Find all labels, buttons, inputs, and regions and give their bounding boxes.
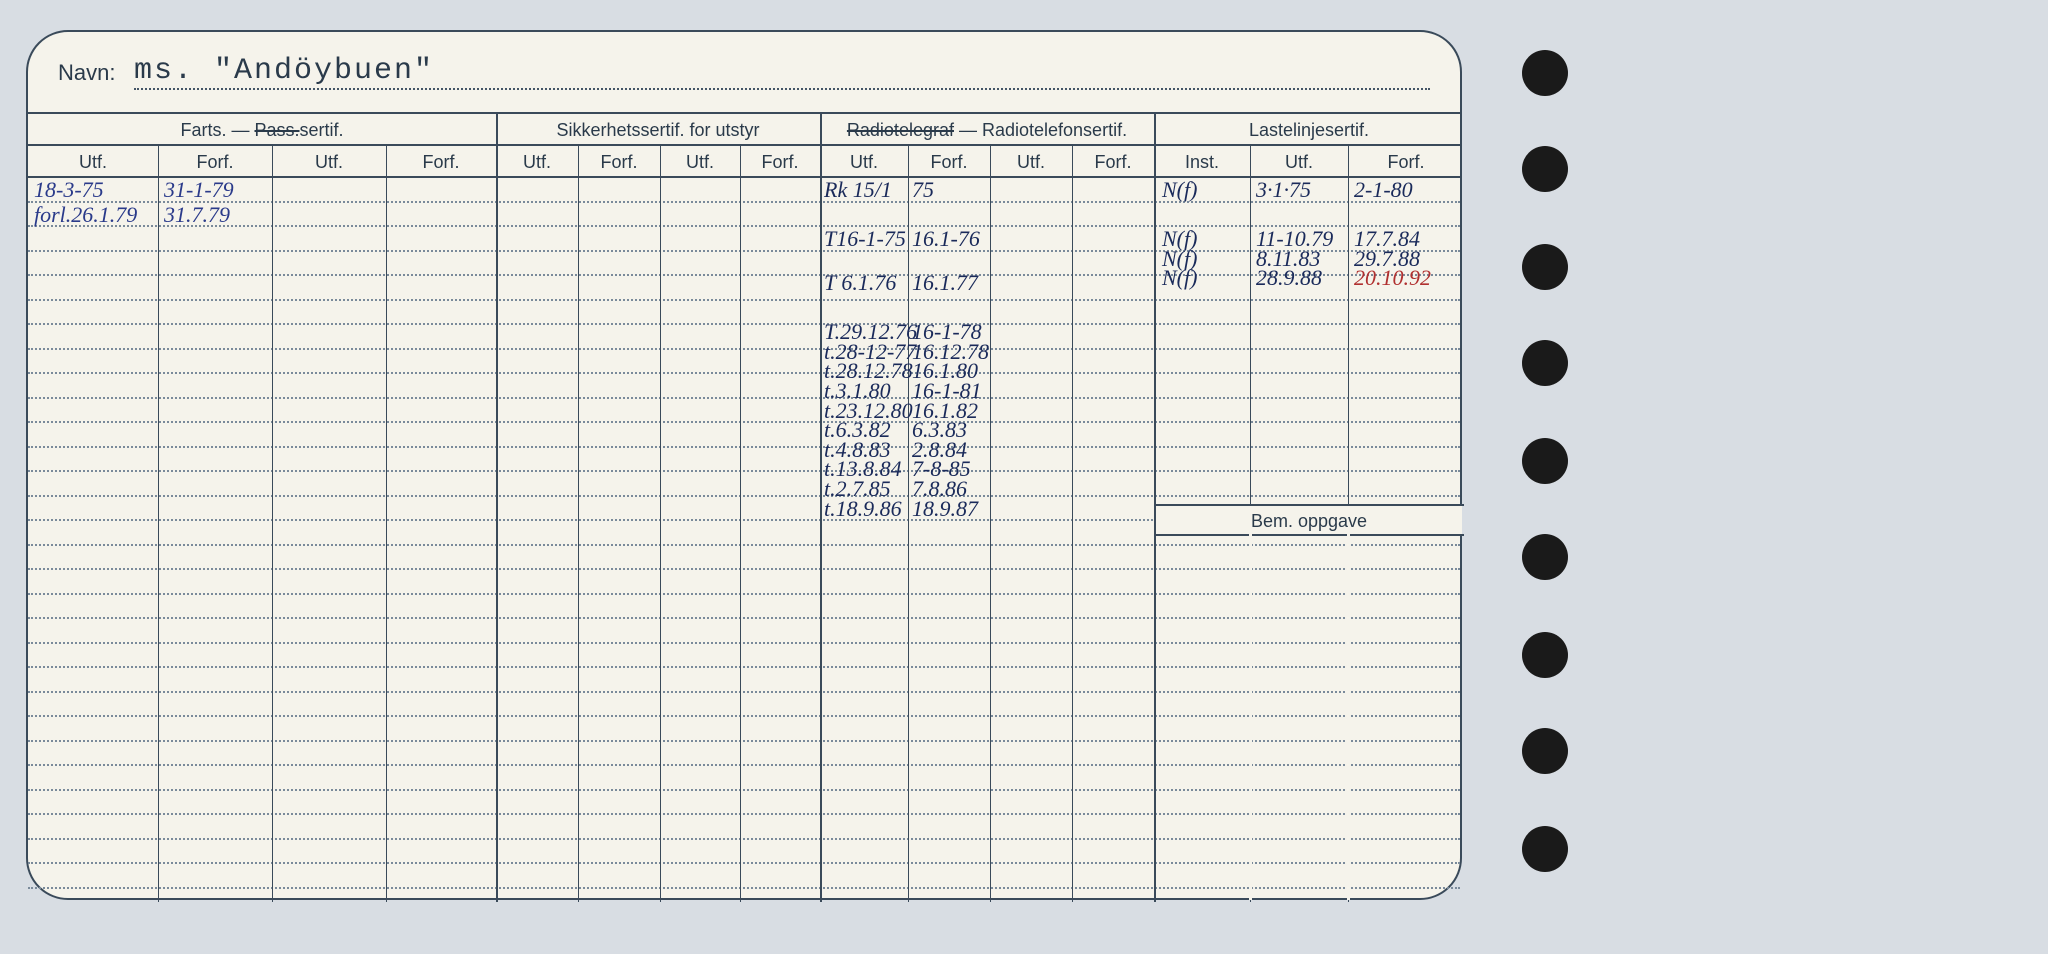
sub-header-8: Utf. — [820, 146, 908, 178]
binder-hole — [1522, 50, 1568, 96]
dotted-row — [28, 593, 1460, 595]
dotted-row — [28, 862, 1460, 864]
laste-utf: 3·1·75 — [1256, 177, 1311, 203]
binder-hole — [1522, 534, 1568, 580]
vline — [578, 144, 579, 902]
vline-mask — [1249, 506, 1252, 900]
vline — [272, 144, 273, 902]
dotted-row — [28, 250, 1460, 252]
sub-header-4: Utf. — [496, 146, 578, 178]
dotted-row — [28, 691, 1460, 693]
farts-forf: 31.7.79 — [164, 202, 230, 228]
laste-utf: 28.9.88 — [1256, 265, 1322, 291]
name-row: Navn: ms. "Andöybuen" — [58, 54, 1430, 98]
sub-header-12: Inst. — [1154, 146, 1250, 178]
dotted-row — [28, 495, 1460, 497]
dotted-row — [28, 201, 1460, 203]
dotted-row — [28, 838, 1460, 840]
dotted-row — [28, 299, 1460, 301]
dotted-row — [28, 568, 1460, 570]
binder-hole — [1522, 728, 1568, 774]
farts-utf: forl.26.1.79 — [34, 202, 137, 228]
dotted-row — [28, 421, 1460, 423]
dotted-row — [28, 764, 1460, 766]
laste-forf: 2-1-80 — [1354, 177, 1413, 203]
binder-hole — [1522, 146, 1568, 192]
dotted-row — [28, 397, 1460, 399]
laste-inst: N(f) — [1162, 177, 1197, 203]
farts-forf: 31-1-79 — [164, 177, 234, 203]
dotted-row — [28, 666, 1460, 668]
sub-header-7: Forf. — [740, 146, 820, 178]
binder-hole — [1522, 340, 1568, 386]
sub-header-11: Forf. — [1072, 146, 1154, 178]
dotted-row — [28, 348, 1460, 350]
bem-header: Bem. oppgave — [1154, 507, 1464, 535]
sub-header-3: Forf. — [386, 146, 496, 178]
sub-header-2: Utf. — [272, 146, 386, 178]
dotted-row — [28, 446, 1460, 448]
laste-inst: N(f) — [1162, 265, 1197, 291]
radio-header: Radiotelegraf — Radiotelefonsertif. — [820, 114, 1154, 146]
vline — [660, 144, 661, 902]
dotted-row — [28, 715, 1460, 717]
vline — [496, 112, 498, 902]
radio-forf: 16.1-76 — [912, 226, 980, 252]
binder-hole — [1522, 438, 1568, 484]
dotted-row — [28, 740, 1460, 742]
dotted-row — [28, 225, 1460, 227]
vline — [820, 112, 822, 902]
dotted-row — [28, 372, 1460, 374]
sub-header-1: Forf. — [158, 146, 272, 178]
radio-utf: Rk 15/1 — [824, 177, 892, 203]
sikker-header: Sikkerhetssertif. for utstyr — [496, 114, 820, 146]
dotted-row — [28, 789, 1460, 791]
sub-header-6: Utf. — [660, 146, 740, 178]
radio-utf: T 6.1.76 — [824, 270, 896, 296]
dotted-row — [28, 642, 1460, 644]
dotted-row — [28, 544, 1460, 546]
sub-header-10: Utf. — [990, 146, 1072, 178]
dotted-row — [28, 813, 1460, 815]
sub-header-13: Utf. — [1250, 146, 1348, 178]
radio-forf: 75 — [912, 177, 934, 203]
radio-utf: t.18.9.86 — [824, 496, 902, 522]
index-card: Navn: ms. "Andöybuen" Farts. — Pass.sert… — [26, 30, 1462, 900]
dotted-row — [28, 323, 1460, 325]
vline — [908, 144, 909, 902]
navn-underline — [134, 88, 1430, 90]
sub-header-14: Forf. — [1348, 146, 1464, 178]
radio-forf: 18.9.87 — [912, 496, 978, 522]
farts-header: Farts. — Pass.sertif. — [28, 114, 496, 146]
radio-utf: T16-1-75 — [824, 226, 906, 252]
vline — [740, 144, 741, 902]
laste-forf: 20.10.92 — [1354, 265, 1431, 291]
laste-header: Lastelinjesertif. — [1154, 114, 1464, 146]
vline — [990, 144, 991, 902]
navn-label: Navn: — [58, 60, 115, 86]
dotted-row — [28, 470, 1460, 472]
vline — [158, 144, 159, 902]
radio-forf: 16.1.77 — [912, 270, 978, 296]
binder-hole — [1522, 632, 1568, 678]
sub-header-0: Utf. — [28, 146, 158, 178]
vline-mask — [1347, 506, 1350, 900]
farts-utf: 18-3-75 — [34, 177, 104, 203]
dotted-row — [28, 274, 1460, 276]
binder-hole — [1522, 826, 1568, 872]
form-grid: Farts. — Pass.sertif.Sikkerhetssertif. f… — [28, 112, 1460, 898]
vline — [1072, 144, 1073, 902]
vline — [386, 144, 387, 902]
dotted-row — [28, 887, 1460, 889]
binder-hole — [1522, 244, 1568, 290]
sub-header-5: Forf. — [578, 146, 660, 178]
dotted-row — [28, 617, 1460, 619]
sub-header-9: Forf. — [908, 146, 990, 178]
